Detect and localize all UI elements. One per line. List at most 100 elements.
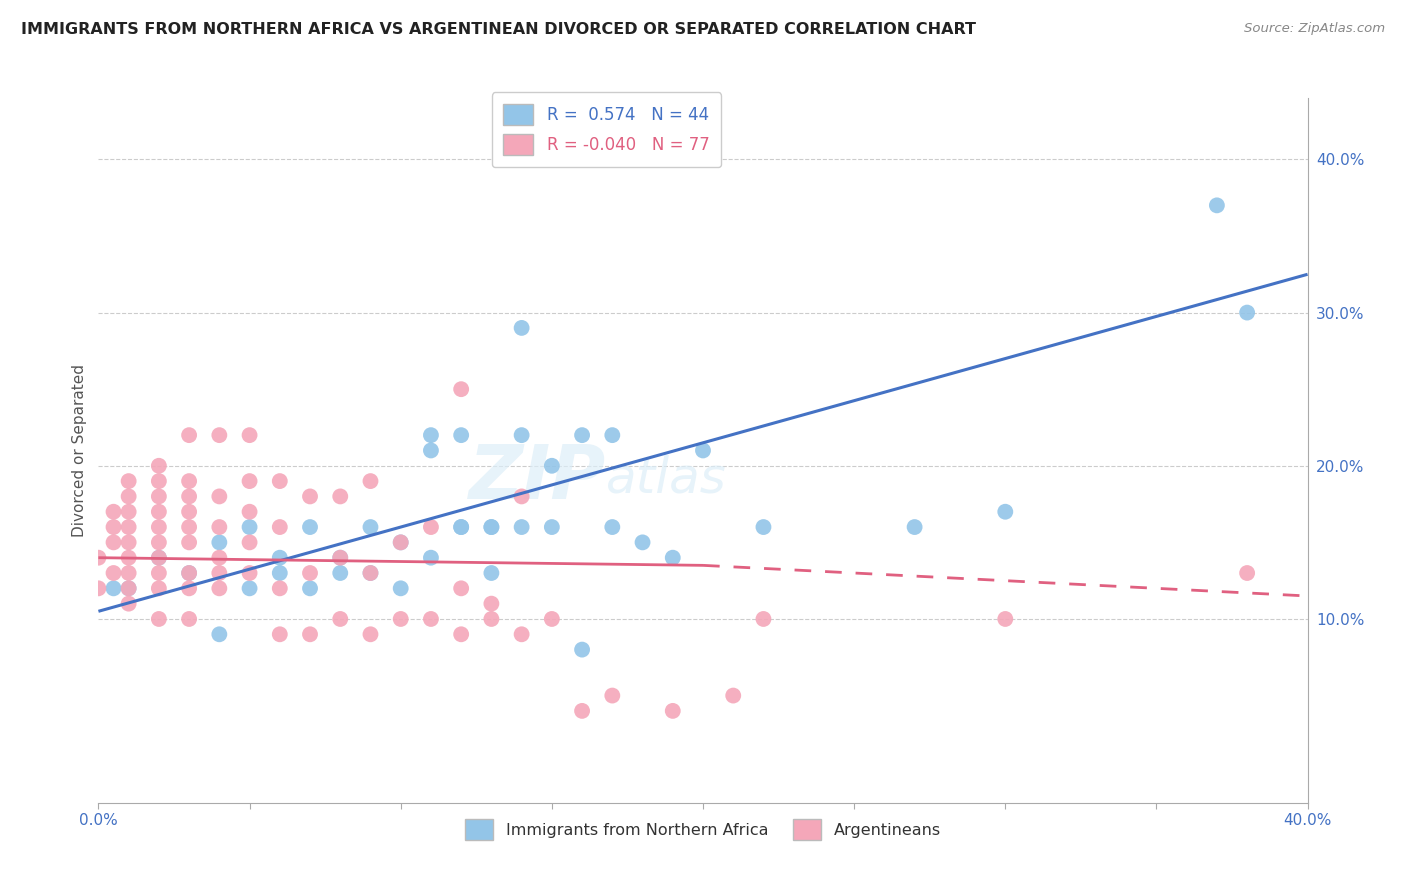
Point	[103, 505, 125, 519]
Point	[661, 550, 683, 565]
Point	[118, 582, 141, 596]
Point	[179, 582, 201, 596]
Point	[208, 428, 231, 442]
Point	[179, 490, 201, 504]
Point	[118, 535, 141, 549]
Point	[752, 612, 775, 626]
Point	[450, 520, 472, 534]
Point	[118, 505, 141, 519]
Point	[299, 627, 322, 641]
Point	[148, 458, 170, 473]
Point	[148, 474, 170, 488]
Point	[329, 612, 352, 626]
Point	[994, 612, 1017, 626]
Point	[148, 550, 170, 565]
Point	[148, 490, 170, 504]
Point	[904, 520, 927, 534]
Point	[450, 428, 472, 442]
Point	[103, 535, 125, 549]
Point	[299, 566, 322, 580]
Legend: Immigrants from Northern Africa, Argentineans: Immigrants from Northern Africa, Argenti…	[457, 811, 949, 847]
Point	[571, 428, 593, 442]
Point	[148, 612, 170, 626]
Point	[692, 443, 714, 458]
Point	[420, 443, 443, 458]
Point	[118, 490, 141, 504]
Point	[994, 505, 1017, 519]
Point	[239, 474, 262, 488]
Point	[540, 458, 562, 473]
Point	[148, 582, 170, 596]
Point	[208, 627, 231, 641]
Point	[239, 428, 262, 442]
Point	[148, 520, 170, 534]
Y-axis label: Divorced or Separated: Divorced or Separated	[72, 364, 87, 537]
Point	[723, 689, 745, 703]
Point	[118, 550, 141, 565]
Point	[148, 550, 170, 565]
Point	[239, 566, 262, 580]
Point	[208, 566, 231, 580]
Point	[269, 627, 291, 641]
Point	[602, 428, 624, 442]
Point	[179, 612, 201, 626]
Point	[179, 566, 201, 580]
Point	[481, 597, 503, 611]
Point	[269, 566, 291, 580]
Point	[510, 321, 533, 335]
Text: atlas: atlas	[606, 455, 727, 503]
Text: ZIP: ZIP	[470, 442, 606, 516]
Point	[752, 520, 775, 534]
Point	[389, 612, 412, 626]
Point	[481, 520, 503, 534]
Point	[540, 612, 562, 626]
Point	[208, 535, 231, 549]
Point	[360, 520, 382, 534]
Point	[299, 520, 322, 534]
Point	[269, 474, 291, 488]
Point	[329, 566, 352, 580]
Point	[602, 689, 624, 703]
Point	[148, 505, 170, 519]
Point	[389, 582, 412, 596]
Text: Source: ZipAtlas.com: Source: ZipAtlas.com	[1244, 22, 1385, 36]
Point	[179, 428, 201, 442]
Point	[103, 582, 125, 596]
Point	[239, 582, 262, 596]
Point	[269, 520, 291, 534]
Point	[179, 566, 201, 580]
Point	[420, 428, 443, 442]
Point	[602, 520, 624, 534]
Point	[631, 535, 654, 549]
Point	[481, 520, 503, 534]
Point	[540, 520, 562, 534]
Point	[571, 642, 593, 657]
Point	[118, 474, 141, 488]
Point	[239, 520, 262, 534]
Point	[148, 566, 170, 580]
Point	[510, 428, 533, 442]
Point	[481, 612, 503, 626]
Point	[118, 520, 141, 534]
Point	[661, 704, 683, 718]
Point	[299, 582, 322, 596]
Point	[103, 566, 125, 580]
Point	[450, 582, 472, 596]
Point	[87, 582, 110, 596]
Point	[571, 704, 593, 718]
Point	[360, 566, 382, 580]
Point	[118, 582, 141, 596]
Point	[510, 520, 533, 534]
Point	[510, 490, 533, 504]
Point	[299, 490, 322, 504]
Point	[450, 382, 472, 396]
Point	[1206, 198, 1229, 212]
Point	[269, 582, 291, 596]
Point	[208, 520, 231, 534]
Point	[329, 490, 352, 504]
Point	[208, 550, 231, 565]
Point	[1236, 305, 1258, 319]
Point	[269, 550, 291, 565]
Point	[481, 566, 503, 580]
Point	[1236, 566, 1258, 580]
